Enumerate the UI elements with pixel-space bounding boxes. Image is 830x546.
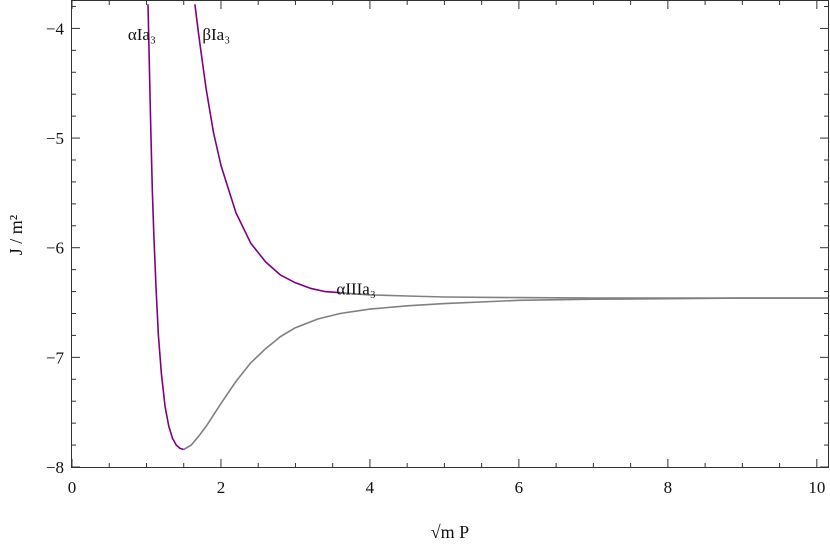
y-tick-label: −6 xyxy=(46,239,64,258)
x-axis-title: √m P xyxy=(431,522,469,542)
plot-frame xyxy=(71,0,829,468)
curve-labels: αIa₃ βIa₃ αIIIa₃ xyxy=(128,25,376,298)
curve-αIa₃ xyxy=(147,4,184,451)
y-axis-title-text: J / m² xyxy=(6,215,26,255)
y-tick-label: −4 xyxy=(46,19,65,38)
curves xyxy=(147,4,828,451)
y-axis-title: J / m² xyxy=(6,215,26,255)
curve-βIa₃ xyxy=(194,4,341,294)
x-tick-label: 2 xyxy=(217,478,226,497)
curve-label: αIIIa₃ xyxy=(336,279,375,298)
y-tick-label: −7 xyxy=(46,348,65,367)
curve-label: βIa₃ xyxy=(202,25,230,44)
axis-ticks xyxy=(71,1,828,468)
x-tick-label: 0 xyxy=(68,478,77,497)
axis-tick-labels: 0 2 4 6 8 10 −8 −7 −6 −5 −4 xyxy=(46,19,825,497)
curve-αIIIa₃ xyxy=(183,297,828,451)
x-tick-label: 8 xyxy=(664,478,673,497)
x-tick-label: 4 xyxy=(366,478,375,497)
curve-label: αIa₃ xyxy=(128,25,156,44)
y-tick-label: −8 xyxy=(46,458,64,477)
curve-βIIIa₃ xyxy=(340,291,828,299)
y-tick-label: −5 xyxy=(46,129,64,148)
x-tick-label: 10 xyxy=(808,478,825,497)
x-tick-label: 6 xyxy=(515,478,524,497)
